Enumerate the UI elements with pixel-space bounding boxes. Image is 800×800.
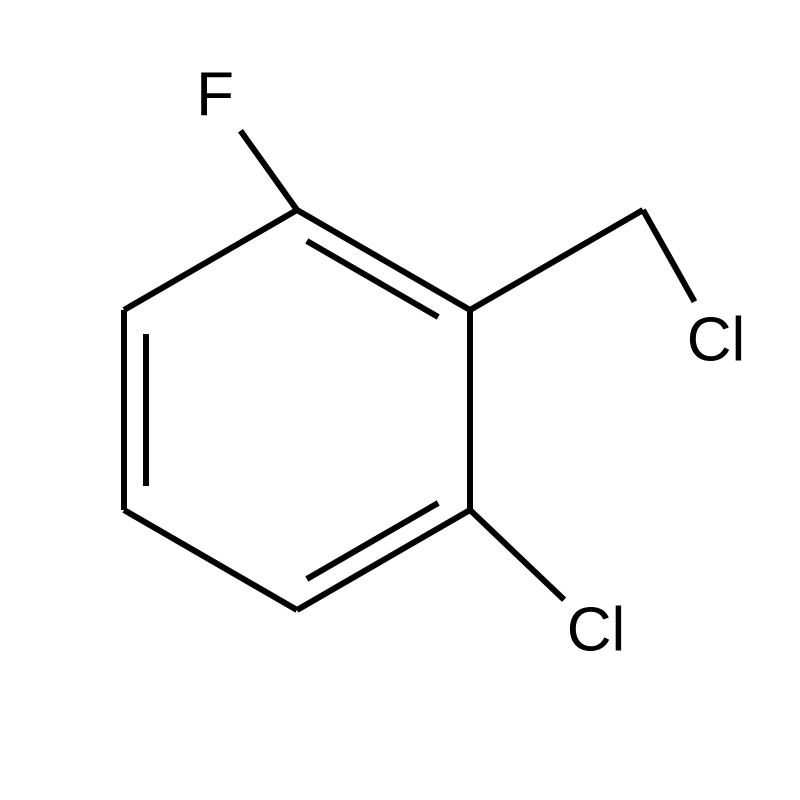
- bond-c6-f: [241, 131, 298, 210]
- bonds-layer: [124, 131, 695, 610]
- bond-c5-c6: [124, 210, 297, 310]
- atom-label-cl2: Cl: [567, 596, 626, 665]
- bond-c6-c1: [297, 210, 470, 310]
- bond-c2-cl2: [470, 510, 564, 600]
- bond-c7-cl1: [643, 210, 695, 302]
- atom-label-f: F: [196, 61, 234, 130]
- atom-label-cl1: Cl: [687, 306, 746, 375]
- bond-c2-c3: [297, 510, 470, 610]
- bond-c3-c4: [124, 510, 297, 610]
- bond-c1-c7: [470, 210, 643, 310]
- molecule-diagram: Cl Cl F: [0, 0, 800, 800]
